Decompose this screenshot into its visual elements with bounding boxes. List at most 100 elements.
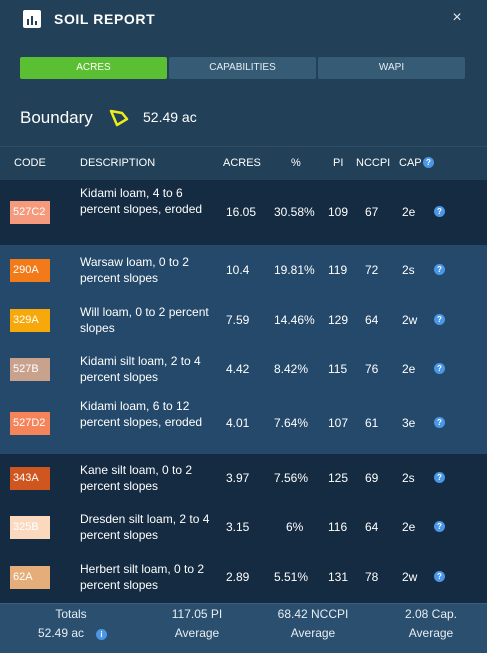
soil-color-swatch: 527B <box>10 358 50 381</box>
acres-value: 3.97 <box>226 471 250 485</box>
nccpi-value: 76 <box>365 362 379 376</box>
table-row: 62A Herbert silt loam, 0 to 2 percent sl… <box>0 552 487 604</box>
soil-description: Kidami loam, 4 to 6 percent slopes, erod… <box>80 186 203 216</box>
panel-title: SOIL REPORT <box>54 11 156 27</box>
boundary-summary: Boundary 52.49 ac <box>20 104 320 132</box>
pi-value: 107 <box>328 416 349 430</box>
table-row: 527B Kidami silt loam, 2 to 4 percent sl… <box>0 345 487 393</box>
acres-value: 16.05 <box>226 205 257 219</box>
acres-value: 4.01 <box>226 416 250 430</box>
close-button[interactable]: × <box>452 9 462 26</box>
question-icon[interactable]: ? <box>434 314 445 325</box>
percent-value: 5.51% <box>274 570 309 584</box>
nccpi-value: 67 <box>365 205 379 219</box>
bar-chart-icon <box>23 10 41 28</box>
soil-color-swatch: 62A <box>10 566 50 589</box>
soil-description: Warsaw loam, 0 to 2 percent slopes <box>80 255 189 285</box>
acres-value: 10.4 <box>226 263 250 277</box>
soil-color-swatch: 290A <box>10 259 50 282</box>
table-header: CODE DESCRIPTION ACRES % PI NCCPI CAP ? <box>0 146 487 180</box>
question-icon[interactable]: ? <box>434 264 445 275</box>
average-cap-label: Average <box>408 626 454 640</box>
cap-value: 2s <box>402 263 415 277</box>
soil-table-body: 527C2 Kidami loam, 4 to 6 percent slopes… <box>0 180 487 604</box>
cap-help-icon[interactable]: ? <box>423 157 434 168</box>
column-pi: PI <box>333 157 344 169</box>
pi-value: 119 <box>328 263 348 277</box>
question-icon[interactable]: ? <box>434 206 445 217</box>
pi-value: 109 <box>328 205 349 219</box>
table-row: 329A Will loam, 0 to 2 percent slopes 7.… <box>0 295 487 345</box>
soil-color-swatch: 527D2 <box>10 412 50 435</box>
question-icon[interactable]: ? <box>434 571 445 582</box>
boundary-label: Boundary <box>20 108 93 127</box>
cap-value: 2s <box>402 471 415 485</box>
average-nccpi-value: 68.42 NCCPI <box>277 607 349 621</box>
nccpi-value: 64 <box>365 313 379 327</box>
totals-label: Totals <box>55 607 87 621</box>
soil-color-swatch: 343A <box>10 467 50 490</box>
cap-value: 2e <box>402 205 416 219</box>
question-icon[interactable]: ? <box>434 417 445 428</box>
column-acres: ACRES <box>223 157 261 169</box>
table-row: 343A Kane silt loam, 0 to 2 percent slop… <box>0 454 487 503</box>
column-percent: % <box>291 157 301 169</box>
nccpi-value: 61 <box>365 416 379 430</box>
percent-value: 30.58% <box>274 205 315 219</box>
nccpi-value: 64 <box>365 520 379 534</box>
tab-capabilities[interactable]: CAPABILITIES <box>169 57 316 79</box>
table-row: 290A Warsaw loam, 0 to 2 percent slopes … <box>0 245 487 295</box>
pi-value: 129 <box>328 313 349 327</box>
field-boundary-icon <box>109 109 129 127</box>
soil-description: Kane silt loam, 0 to 2 percent slopes <box>80 463 193 493</box>
boundary-acres: 52.49 ac <box>143 109 197 125</box>
report-tabs: ACRES CAPABILITIES WAPI <box>20 57 465 79</box>
totals-acres: 52.49 ac <box>37 626 85 640</box>
soil-color-swatch: 527C2 <box>10 201 50 224</box>
percent-value: 6% <box>286 520 304 534</box>
soil-description: Kidami loam, 6 to 12 percent slopes, ero… <box>80 399 203 429</box>
acres-value: 7.59 <box>226 313 250 327</box>
pi-value: 131 <box>328 570 349 584</box>
tab-wapi[interactable]: WAPI <box>318 57 465 79</box>
acres-value: 4.42 <box>226 362 250 376</box>
question-icon[interactable]: ? <box>434 521 445 532</box>
average-cap-value: 2.08 Cap. <box>404 607 458 621</box>
table-row: 527C2 Kidami loam, 4 to 6 percent slopes… <box>0 180 487 245</box>
percent-value: 19.81% <box>274 263 315 277</box>
average-pi-value: 117.05 PI <box>171 607 223 621</box>
percent-value: 14.46% <box>274 313 315 327</box>
soil-description: Will loam, 0 to 2 percent slopes <box>80 305 209 335</box>
question-icon[interactable]: ? <box>434 363 445 374</box>
table-row: 527D2 Kidami loam, 6 to 12 percent slope… <box>0 393 487 454</box>
info-icon[interactable]: i <box>96 629 107 640</box>
cap-value: 3e <box>402 416 416 430</box>
soil-description: Dresden silt loam, 2 to 4 percent slopes <box>80 512 210 542</box>
soil-description: Herbert silt loam, 0 to 2 percent slopes <box>80 562 205 592</box>
nccpi-value: 72 <box>365 263 379 277</box>
totals-footer: Totals 52.49 ac i 117.05 PI Average 68.4… <box>0 603 487 653</box>
soil-color-swatch: 325B <box>10 516 50 539</box>
acres-value: 2.89 <box>226 570 250 584</box>
cap-value: 2w <box>402 313 418 327</box>
percent-value: 8.42% <box>274 362 309 376</box>
pi-value: 115 <box>328 362 348 376</box>
soil-description: Kidami silt loam, 2 to 4 percent slopes <box>80 354 201 384</box>
percent-value: 7.56% <box>274 471 309 485</box>
table-row: 325B Dresden silt loam, 2 to 4 percent s… <box>0 503 487 552</box>
tab-acres[interactable]: ACRES <box>20 57 167 79</box>
question-icon[interactable]: ? <box>434 472 445 483</box>
column-nccpi: NCCPI <box>356 157 391 169</box>
soil-color-swatch: 329A <box>10 309 50 332</box>
pi-value: 116 <box>328 520 348 534</box>
cap-value: 2e <box>402 362 416 376</box>
column-cap: CAP <box>399 157 422 169</box>
average-nccpi-label: Average <box>290 626 336 640</box>
pi-value: 125 <box>328 471 349 485</box>
average-pi-label: Average <box>174 626 220 640</box>
acres-value: 3.15 <box>226 520 250 534</box>
cap-value: 2w <box>402 570 418 584</box>
nccpi-value: 78 <box>365 570 379 584</box>
column-code: CODE <box>14 157 46 169</box>
